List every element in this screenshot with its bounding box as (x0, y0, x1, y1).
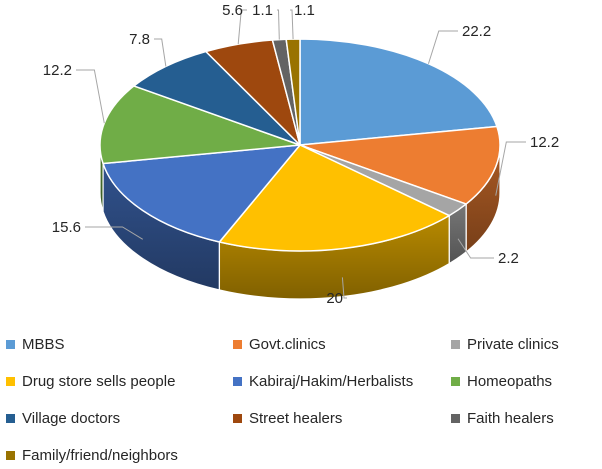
legend-swatch (233, 414, 242, 423)
leader-line (495, 141, 526, 196)
slice-kabiraj-hakim-herbalists (102, 144, 301, 243)
legend-swatch (233, 377, 242, 386)
legend-item-kabiraj-hakim-herbalists: Kabiraj/Hakim/Herbalists (233, 373, 413, 390)
slice-mbbs (299, 38, 498, 146)
slice-drug-store-sells-people (218, 144, 450, 252)
legend-label: MBBS (22, 336, 65, 353)
data-label-street-healers: 5.6 (222, 2, 243, 19)
leader-line (154, 38, 167, 67)
legend-label: Street healers (249, 410, 343, 427)
legend-swatch (6, 451, 15, 460)
leader-line (341, 277, 347, 299)
legend-swatch (6, 340, 15, 349)
data-label-kabiraj-hakim-herbalists: 15.6 (52, 219, 81, 236)
data-label-village-doctors: 7.8 (129, 31, 150, 48)
legend-swatch (451, 377, 460, 386)
legend-item-homeopaths: Homeopaths (451, 373, 552, 390)
data-label-drug-store-sells-people: 20 (326, 290, 343, 307)
legend-label: Faith healers (467, 410, 554, 427)
legend-label: Govt.clinics (249, 336, 326, 353)
data-label-faith-healers: 1.1 (252, 2, 273, 19)
slice-govt-clinics (299, 125, 501, 205)
leader-line (237, 9, 247, 45)
legend-item-street-healers: Street healers (233, 410, 342, 427)
legend-swatch (6, 414, 15, 423)
legend-label: Kabiraj/Hakim/Herbalists (249, 373, 414, 390)
leader-line (85, 226, 144, 240)
slice-family-friend-neighbors (285, 38, 301, 146)
legend-label: Drug store sells people (22, 373, 176, 390)
data-label-mbbs: 22.2 (462, 23, 491, 40)
legend-label: Village doctors (22, 410, 121, 427)
legend-item-faith-healers: Faith healers (451, 410, 554, 427)
data-label-private-clinics: 2.2 (498, 250, 519, 267)
legend-label: Private clinics (467, 336, 559, 353)
legend-label: Family/friend/neighbors (22, 447, 178, 464)
legend-swatch (6, 377, 15, 386)
legend: MBBS Govt.clinics Private clinics Drug stor… (0, 328, 602, 469)
legend-item-govt-clinics: Govt.clinics (233, 336, 326, 353)
leader-line (427, 30, 458, 64)
leader-line (457, 238, 494, 259)
legend-item-village-doctors: Village doctors (6, 410, 120, 427)
data-label-govt-clinics: 12.2 (530, 134, 559, 151)
data-label-family-friend-neighbors: 1.1 (294, 2, 315, 19)
leader-line (76, 69, 105, 124)
legend-item-mbbs: MBBS (6, 336, 65, 353)
legend-item-family-friend-neighbors: Family/friend/neighbors (6, 447, 178, 464)
legend-label: Homeopaths (467, 373, 553, 390)
legend-swatch (451, 414, 460, 423)
legend-item-drug-store-sells-people: Drug store sells people (6, 373, 175, 390)
leader-line (277, 9, 280, 40)
legend-item-private-clinics: Private clinics (451, 336, 559, 353)
pie-chart: 22.2 12.2 2.2 20 15.6 12.2 7.8 5.6 1.1 1.1 (43, 2, 559, 307)
legend-swatch (451, 340, 460, 349)
data-label-homeopaths: 12.2 (43, 62, 72, 79)
leader-line (290, 9, 294, 40)
slice-village-doctors (133, 50, 301, 146)
legend-swatch (233, 340, 242, 349)
